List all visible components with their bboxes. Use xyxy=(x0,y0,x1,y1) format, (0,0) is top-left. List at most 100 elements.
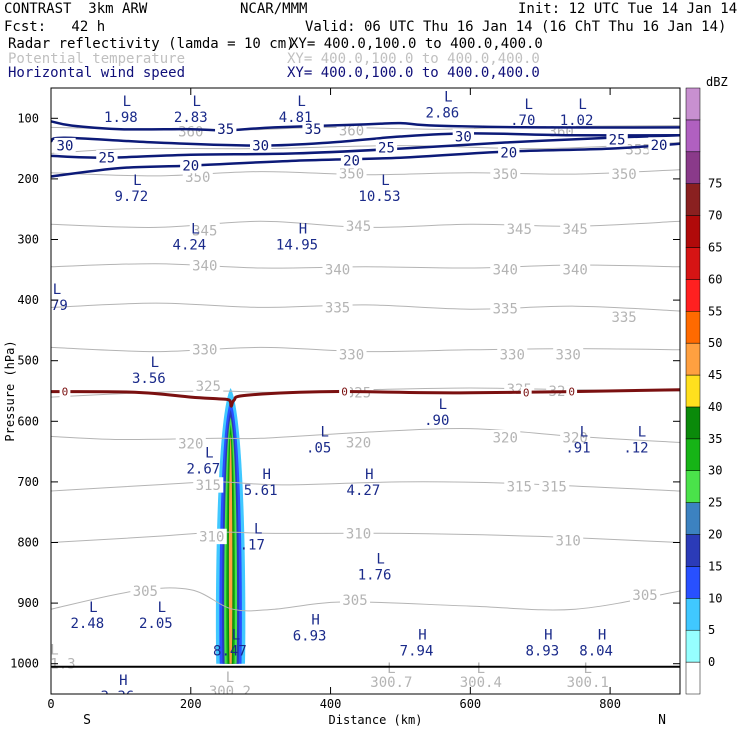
extremum-H-letter: H xyxy=(365,467,373,483)
colorbar-tick-label: 75 xyxy=(708,177,722,191)
theta-label-350-bg xyxy=(336,165,367,182)
wind-label-20: 20 xyxy=(182,158,199,174)
extremum-value: 5.61 xyxy=(244,483,278,499)
y-tick-label: 900 xyxy=(17,596,39,610)
extremum-L-letter: L xyxy=(638,424,646,440)
extremum-H-letter: H xyxy=(598,627,606,643)
wind-label-20-bg xyxy=(648,137,670,153)
theta-extremum-L-letter: L xyxy=(387,661,395,677)
extremum-H-letter: H xyxy=(544,627,552,643)
theta-label-345-bg xyxy=(504,221,535,237)
extremum-value: 4.27 xyxy=(347,483,381,499)
endpoint-left: S xyxy=(83,713,91,728)
field-name-reflectivity: Radar reflectivity (lamda = 10 cm) xyxy=(8,36,295,52)
colorbar-swatch xyxy=(685,661,701,695)
theta-label-315-bg xyxy=(539,479,570,495)
field-name-theta: Potential temperature xyxy=(8,51,186,67)
wind-label-25: 25 xyxy=(378,140,395,156)
colorbar-swatch xyxy=(685,598,701,631)
colorbar-swatch xyxy=(685,151,701,184)
x-tick-label: 600 xyxy=(459,697,481,711)
theta-label-310-bg xyxy=(196,528,227,545)
wind-label-20-bg xyxy=(180,157,202,174)
extremum-value: .91 xyxy=(565,440,590,456)
extremum-L-letter: L xyxy=(381,173,389,189)
theta-extremum-value: 300.1 xyxy=(567,675,609,691)
theta-label-310-bg xyxy=(553,532,584,549)
colorbar-tick-label: 25 xyxy=(708,496,722,510)
wind-label-20: 20 xyxy=(651,138,668,154)
theta-label-310: 310 xyxy=(556,534,581,550)
extremum-L-letter: L xyxy=(158,600,166,616)
extremum-value: 8.04 xyxy=(579,643,613,659)
theta-label-340: 340 xyxy=(325,263,350,279)
wind-label-25-bg xyxy=(375,139,398,156)
extremum-value: 10.53 xyxy=(358,189,400,205)
colorbar-swatch xyxy=(685,119,701,153)
colorbar-swatch xyxy=(685,502,701,535)
colorbar-tick-label: 30 xyxy=(708,464,722,478)
colorbar-title: dBZ xyxy=(706,75,728,89)
field-xy-theta: XY= 400.0,100.0 to 400.0,400.0 xyxy=(287,51,540,67)
wind-label-30-bg xyxy=(54,137,76,154)
theta-label-305-bg xyxy=(130,583,161,599)
colorbar-swatch xyxy=(685,215,701,248)
extremum-value: 4.81 xyxy=(279,110,313,126)
extremum-value: .12 xyxy=(623,440,648,456)
zero-contour xyxy=(51,388,680,408)
theta-label-305: 305 xyxy=(632,588,657,604)
theta-label-315-bg xyxy=(193,477,224,493)
theta-label-340-bg xyxy=(560,262,591,278)
extremum-L-letter: L xyxy=(580,424,588,440)
zero-label-bg xyxy=(520,386,532,399)
colorbar-swatch xyxy=(685,342,701,376)
colorbar-swatch xyxy=(685,374,701,408)
theta-label-350-bg xyxy=(490,166,521,182)
y-tick-label: 100 xyxy=(17,111,39,125)
theta-label-305: 305 xyxy=(133,584,158,600)
theta-label-330-bg xyxy=(189,342,220,358)
zero-label-bg xyxy=(339,385,350,398)
theta-label-345: 345 xyxy=(563,222,588,238)
wind-label-30: 30 xyxy=(57,138,74,154)
colorbar-tick-label: 55 xyxy=(708,304,722,318)
theta-extremum-L-letter: L xyxy=(584,661,592,677)
theta-label-340-bg xyxy=(189,257,220,274)
extremum-L-letter: L xyxy=(297,94,305,110)
theta-label-350: 350 xyxy=(185,170,210,186)
model-title: CONTRAST 3km ARW xyxy=(4,1,148,17)
wind-label-30: 30 xyxy=(252,138,269,154)
colorbar-tick-label: 70 xyxy=(708,209,722,223)
theta-label-330: 330 xyxy=(339,348,364,364)
extremum-value: 9.72 xyxy=(115,189,149,205)
zero-label: 0 xyxy=(523,387,530,400)
colorbar-swatch xyxy=(685,183,701,216)
theta-extremum-value: 300.7 xyxy=(370,675,412,691)
extremum-value: 1.02 xyxy=(560,113,594,129)
wind-label-35-bg xyxy=(302,121,324,137)
theta-label-335: 335 xyxy=(325,300,350,316)
y-axis-label: Pressure (hPa) xyxy=(3,340,17,441)
theta-label-345: 345 xyxy=(346,219,371,235)
extremum-L-letter: L xyxy=(320,424,328,440)
colorbar-swatch xyxy=(685,470,701,503)
theta-label-350: 350 xyxy=(339,166,364,182)
colorbar-swatch xyxy=(685,279,701,312)
extremum-L-letter: L xyxy=(444,89,452,105)
theta-label-335-bg xyxy=(322,299,353,316)
theta-label-330: 330 xyxy=(556,348,581,364)
theta-extremum-value: 301.3 xyxy=(33,657,75,673)
theta-label-350: 350 xyxy=(611,167,636,183)
extremum-L-letter: L xyxy=(232,627,240,643)
extremum-value: .90 xyxy=(424,413,449,429)
theta-label-335: 335 xyxy=(493,301,518,317)
theta-label-360: 360 xyxy=(178,125,203,141)
wind-label-35-bg xyxy=(215,121,237,137)
theta-contour-315 xyxy=(51,481,680,492)
forecast-hour: Fcst: 42 h xyxy=(4,19,106,35)
extremum-value: 2.05 xyxy=(139,616,173,632)
x-tick-label: 200 xyxy=(180,697,202,711)
